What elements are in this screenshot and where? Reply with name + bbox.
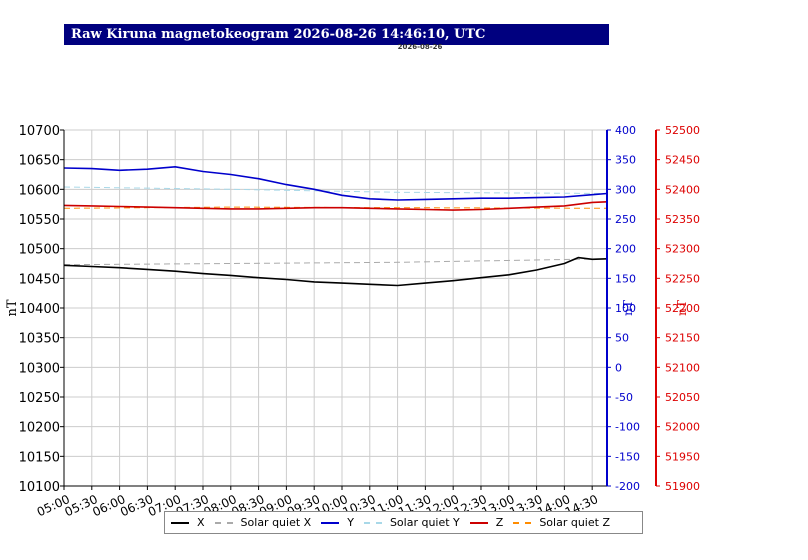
right-axis-2-tick-label: 52400 xyxy=(665,183,700,196)
legend-item: Z xyxy=(469,516,504,529)
right-axis-2-tick-label: 51900 xyxy=(665,480,700,493)
right-axis-1-tick-label: 50 xyxy=(615,332,629,345)
right-axis-2-tick-label: 52100 xyxy=(665,361,700,374)
legend-swatch xyxy=(513,521,532,524)
legend-label: Z xyxy=(495,516,504,529)
left-axis-tick-label: 10650 xyxy=(19,154,60,169)
right-axis-2-tick-label: 52050 xyxy=(665,391,700,404)
legend-label: Solar quiet Z xyxy=(539,516,610,529)
right-axis-1-tick-label: 400 xyxy=(615,124,636,137)
legend-swatch xyxy=(363,521,382,524)
grid xyxy=(63,129,607,487)
left-axis-tick-label: 10500 xyxy=(19,243,60,258)
left-axis-tick-label: 10600 xyxy=(19,183,60,198)
legend-swatch xyxy=(321,521,340,524)
right-axis-1-tick-label: -150 xyxy=(615,450,640,463)
right-axis-1-tick-label: 300 xyxy=(615,183,636,196)
right-axis-2-tick-label: 52300 xyxy=(665,243,700,256)
series-solar-quiet-x xyxy=(63,258,608,266)
legend-item: Y xyxy=(321,516,354,529)
series-layer xyxy=(63,165,608,287)
right-axis-1-tick-label: 200 xyxy=(615,243,636,256)
legend-swatch xyxy=(469,521,488,524)
right-axis-1-tick-label: 250 xyxy=(615,213,636,226)
series-y xyxy=(63,165,608,201)
right-axis-1-tick-label: 350 xyxy=(615,154,636,167)
left-axis-tick-label: 10350 xyxy=(19,332,60,347)
right-axis-2-tick-label: 52150 xyxy=(665,332,700,345)
left-axis-tick-label: 10250 xyxy=(19,391,60,406)
right-axis-1-tick-label: -100 xyxy=(615,421,640,434)
right-axis-2-tick-label: 51950 xyxy=(665,450,700,463)
left-axis-label: nT xyxy=(5,299,20,316)
left-axis-tick-label: 10450 xyxy=(19,272,60,287)
legend-item: Solar quiet X xyxy=(214,516,312,529)
legend: X Solar quiet X Y Solar quiet Y Z Solar quiet… xyxy=(164,511,643,534)
right-axis-2-tick-label: 52450 xyxy=(665,154,700,167)
right-axis-2-tick-label: 52200 xyxy=(665,302,700,315)
legend-item: X xyxy=(171,516,205,529)
left-axis-tick-label: 10100 xyxy=(19,480,60,495)
legend-label: Solar quiet Y xyxy=(389,516,460,529)
right-axis-1-tick-label: 0 xyxy=(615,361,622,374)
right-axis-2-label: nT xyxy=(675,300,689,316)
left-axis-tick-label: 10550 xyxy=(19,213,60,228)
series-solar-quiet-y xyxy=(63,186,608,194)
legend-swatch xyxy=(171,521,189,524)
legend-label: X xyxy=(197,516,205,529)
right-axis-1-tick-label: -200 xyxy=(615,480,640,493)
legend-label: Solar quiet X xyxy=(240,516,312,529)
left-axis-tick-label: 10700 xyxy=(19,124,60,139)
right-axis-2-tick-label: 52000 xyxy=(665,421,700,434)
right-axis-2-tick-label: 52500 xyxy=(665,124,700,137)
right-axis-2-tick-label: 52250 xyxy=(665,272,700,285)
series-x xyxy=(63,256,608,287)
right-axis-1-tick-label: -50 xyxy=(615,391,633,404)
right-axis-1-tick-label: 150 xyxy=(615,272,636,285)
right-axis-1-tick-label: 100 xyxy=(615,302,636,315)
series-z xyxy=(63,201,608,211)
legend-item: Solar quiet Z xyxy=(513,516,610,529)
legend-item: Solar quiet Y xyxy=(363,516,460,529)
legend-label: Y xyxy=(347,516,354,529)
left-axis-tick-label: 10300 xyxy=(19,361,60,376)
left-axis-tick-label: 10200 xyxy=(19,421,60,436)
right-axis-2-tick-label: 52350 xyxy=(665,213,700,226)
chart-subtitle: 2026-08-26 xyxy=(397,43,443,51)
left-axis-tick-label: 10150 xyxy=(19,450,60,465)
left-axis-tick-label: 10400 xyxy=(19,302,60,317)
right-axis-1-label: nT xyxy=(621,300,635,316)
legend-swatch xyxy=(214,521,233,524)
chart-title: Raw Kiruna magnetokeogram 2026-08-26 14:… xyxy=(64,24,609,45)
